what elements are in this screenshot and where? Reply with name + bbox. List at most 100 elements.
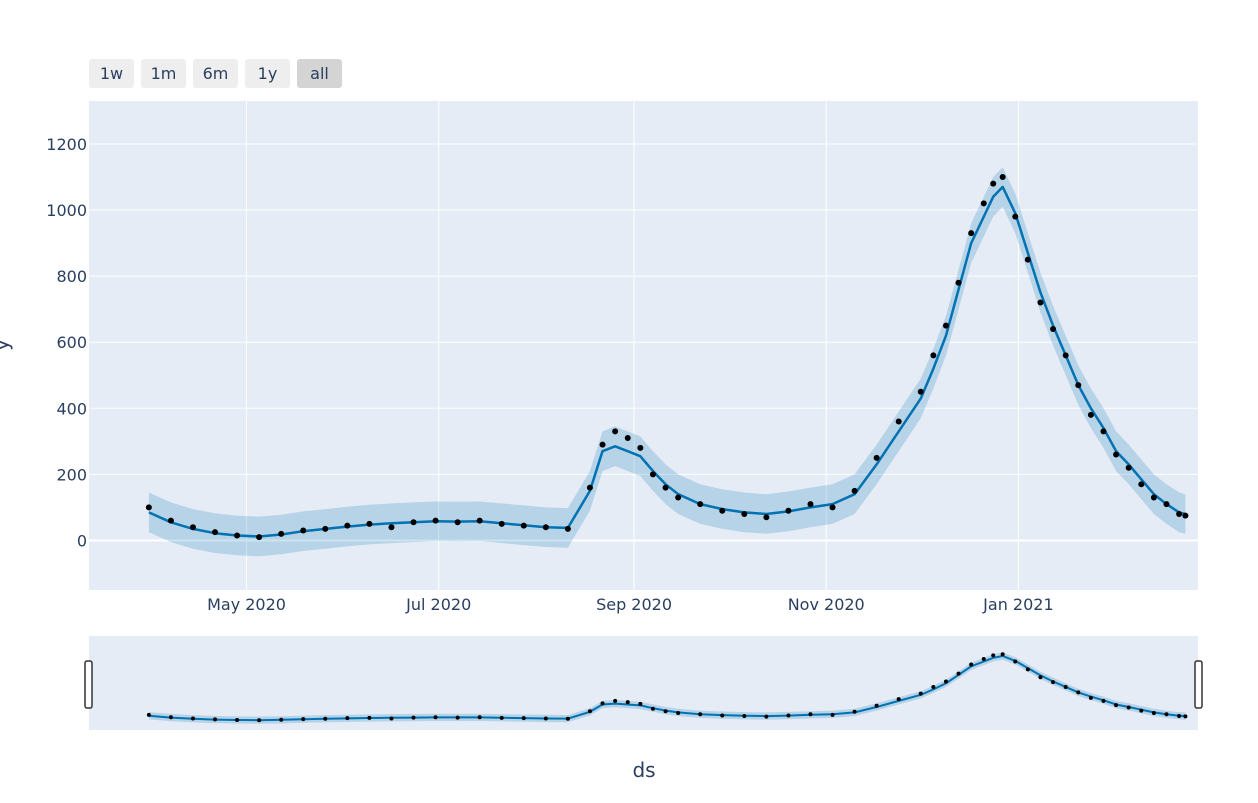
actual-point — [955, 279, 962, 286]
actual-point — [851, 487, 858, 494]
rangeslider-point — [650, 706, 655, 711]
rangeslider-point — [808, 712, 813, 717]
x-tick-label: Jan 2021 — [982, 595, 1053, 614]
rangeslider-point — [698, 712, 703, 717]
rangeslider-point — [1177, 714, 1182, 719]
rangeslider-point — [1164, 712, 1169, 717]
rangeslider-point — [764, 714, 769, 719]
rangeslider-background[interactable] — [89, 636, 1198, 730]
rangeslider-point — [190, 716, 195, 721]
rangeslider-point — [981, 657, 986, 662]
actual-point — [234, 532, 241, 539]
rangeslider-point — [1025, 667, 1030, 672]
actual-point — [322, 525, 329, 532]
rangeslider-point — [168, 715, 173, 720]
rangeslider-point — [613, 698, 618, 703]
actual-point — [637, 444, 644, 451]
rangeslider-point — [896, 697, 901, 702]
actual-point — [612, 428, 619, 435]
rangeslider-point — [852, 709, 857, 714]
rangeslider-point — [389, 716, 394, 721]
actual-point — [454, 519, 461, 526]
actual-point — [942, 322, 949, 329]
actual-point — [1113, 451, 1120, 458]
actual-point — [189, 524, 196, 531]
rangeslider-point — [786, 713, 791, 718]
rangeslider-point — [943, 679, 948, 684]
rangeslider-handle-left[interactable] — [84, 660, 93, 709]
y-tick-label: 800 — [56, 267, 87, 286]
actual-point — [917, 388, 924, 395]
rangeslider-point — [521, 716, 526, 721]
actual-point — [564, 525, 571, 532]
rangeslider-point — [956, 671, 961, 676]
actual-point — [999, 173, 1006, 180]
rangeslider-point — [1114, 703, 1119, 708]
rangeslider-point — [235, 717, 240, 722]
rangeslider-point — [969, 662, 974, 667]
actual-point — [1125, 464, 1132, 471]
range-button-1m[interactable]: 1m — [141, 59, 186, 88]
rangeslider-point — [1000, 652, 1005, 657]
uncertainty-band — [148, 167, 1186, 557]
range-selector: 1w 1m 6m 1y all — [89, 59, 342, 88]
rangeslider-point — [301, 717, 306, 722]
actual-point — [895, 418, 902, 425]
actual-point — [432, 517, 439, 524]
actual-point — [675, 494, 682, 501]
range-button-1y[interactable]: 1y — [245, 59, 290, 88]
rangeslider-point — [146, 712, 151, 717]
rangeslider-point — [1038, 675, 1043, 680]
rangeslider-point — [433, 715, 438, 720]
y-tick-label: 1200 — [46, 135, 87, 154]
actual-point — [410, 519, 417, 526]
rangeslider-point — [257, 718, 262, 723]
rangeslider-point — [279, 717, 284, 722]
actual-point — [300, 527, 307, 534]
range-button-1w[interactable]: 1w — [89, 59, 134, 88]
actual-point — [807, 501, 814, 508]
actual-point — [1100, 428, 1107, 435]
actual-point — [256, 534, 263, 541]
rangeslider-point — [742, 714, 747, 719]
actual-point — [542, 524, 549, 531]
plot-area — [89, 101, 1198, 590]
actual-point — [1087, 411, 1094, 418]
y-tick-label: 1000 — [46, 201, 87, 220]
actual-point — [930, 352, 937, 359]
actual-point — [980, 200, 987, 207]
rangeslider-point — [1126, 705, 1131, 710]
actual-point — [145, 504, 152, 511]
rangeslider-point — [565, 716, 570, 721]
rangeslider-point — [991, 653, 996, 658]
x-tick-label: May 2020 — [207, 595, 286, 614]
rangeslider-handle-right[interactable] — [1194, 660, 1203, 709]
actual-point — [498, 520, 505, 527]
rangeslider-point — [663, 709, 668, 714]
actual-point — [719, 507, 726, 514]
actual-point — [785, 507, 792, 514]
rangeslider-point — [477, 715, 482, 720]
actual-point — [1062, 352, 1069, 359]
actual-point — [1150, 494, 1157, 501]
rangeslider-point — [1101, 698, 1106, 703]
rangeslider-point — [676, 711, 681, 716]
rangeslider-point — [1076, 690, 1081, 695]
range-button-all[interactable]: all — [297, 59, 342, 88]
range-button-6m[interactable]: 6m — [193, 59, 238, 88]
rangeslider-point — [1183, 714, 1188, 719]
rangeslider-point — [323, 716, 328, 721]
actual-point — [649, 471, 656, 478]
y-axis-title: y — [0, 339, 13, 351]
rangeslider-band — [148, 652, 1186, 724]
actual-point — [476, 517, 483, 524]
y-tick-label: 400 — [56, 399, 87, 418]
rangeslider-point — [1151, 711, 1156, 716]
actual-point — [624, 435, 631, 442]
rangeslider-point — [543, 716, 548, 721]
actual-point — [1163, 501, 1170, 508]
actual-point — [1037, 299, 1044, 306]
rangeslider-point — [1051, 680, 1056, 685]
y-tick-label: 200 — [56, 465, 87, 484]
